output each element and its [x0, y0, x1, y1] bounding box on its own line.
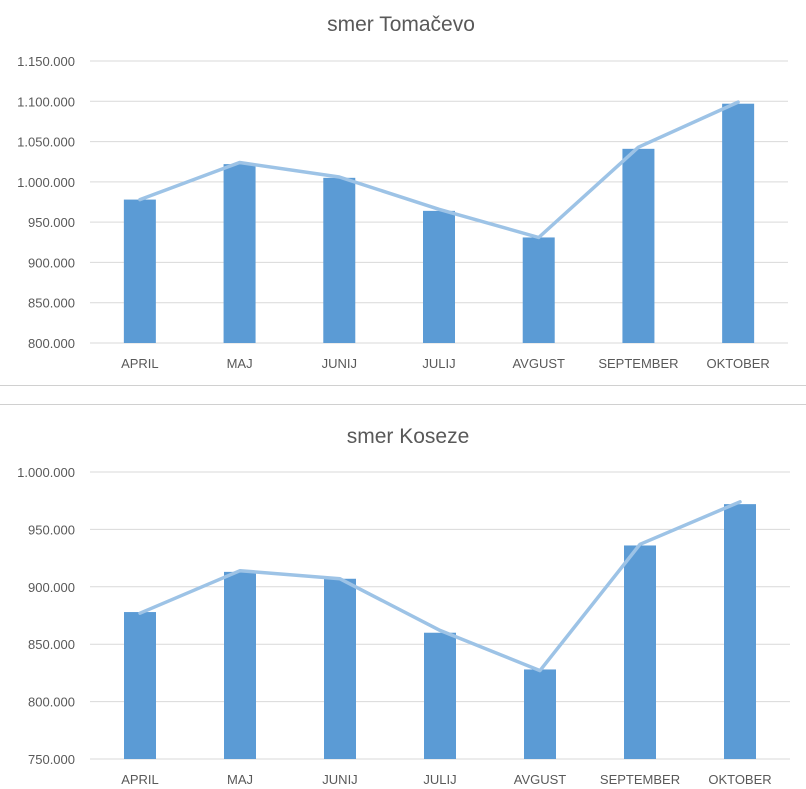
- x-tick-label: MAJ: [227, 356, 253, 371]
- x-tick-label: APRIL: [121, 356, 159, 371]
- y-tick-label: 950.000: [28, 522, 75, 537]
- bar: [622, 148, 655, 343]
- y-tick-label: 900.000: [28, 255, 75, 270]
- bar: [624, 545, 656, 759]
- y-tick-label: 800.000: [28, 695, 75, 710]
- x-tick-label: APRIL: [121, 772, 159, 787]
- x-tick-label: SEPTEMBER: [600, 772, 680, 787]
- y-tick-label: 950.000: [28, 215, 75, 230]
- bar: [224, 571, 256, 759]
- bar: [424, 632, 456, 759]
- bar: [423, 210, 455, 343]
- x-tick-label: JUNIJ: [322, 356, 357, 371]
- y-tick-label: 1.100.000: [17, 94, 75, 109]
- x-tick-label: OKTOBER: [706, 356, 769, 371]
- chart-smer-koseze: smer Koseze 750.000 800.000 850.000 900.000…: [0, 404, 806, 789]
- trend-line: [138, 500, 742, 673]
- bar: [124, 612, 156, 759]
- chart-smer-tomacevo: smer Tomačevo 800.000 850.000 900.000 950.0…: [0, 0, 806, 384]
- x-tick-label: JULIJ: [422, 356, 455, 371]
- y-tick-label: 1.150.000: [17, 54, 75, 69]
- x-tick-label: JULIJ: [423, 772, 456, 787]
- x-tick-label: AVGUST: [514, 772, 567, 787]
- bar: [123, 199, 156, 343]
- y-tick-label: 1.000.000: [17, 175, 75, 190]
- bar: [522, 237, 555, 343]
- x-tick-label: JUNIJ: [322, 772, 357, 787]
- chart-smer-koseze-plot: smer Koseze 750.000 800.000 850.000 900.000…: [17, 425, 790, 787]
- y-tick-label: 750.000: [28, 752, 75, 767]
- bar: [722, 103, 755, 344]
- x-tick-label: AVGUST: [512, 356, 565, 371]
- trend-line: [138, 100, 740, 240]
- y-tick-label: 1.050.000: [17, 135, 75, 150]
- y-tick-label: 1.000.000: [17, 465, 75, 480]
- x-tick-label: OKTOBER: [708, 772, 771, 787]
- chart-title: smer Tomačevo: [327, 13, 475, 36]
- chart-title: smer Koseze: [347, 425, 470, 448]
- y-tick-label: 850.000: [28, 637, 75, 652]
- bar: [223, 164, 256, 343]
- bar: [323, 177, 356, 343]
- chart-smer-tomacevo-plot: smer Tomačevo 800.000 850.000 900.000 950.0…: [17, 13, 788, 371]
- divider: [0, 385, 806, 386]
- y-tick-label: 850.000: [28, 296, 75, 311]
- x-tick-label: MAJ: [227, 772, 253, 787]
- x-tick-label: SEPTEMBER: [598, 356, 678, 371]
- y-tick-label: 900.000: [28, 580, 75, 595]
- y-tick-label: 800.000: [28, 336, 75, 351]
- bar: [324, 578, 356, 759]
- bar: [724, 504, 756, 759]
- divider: [0, 404, 806, 405]
- bar: [524, 669, 556, 759]
